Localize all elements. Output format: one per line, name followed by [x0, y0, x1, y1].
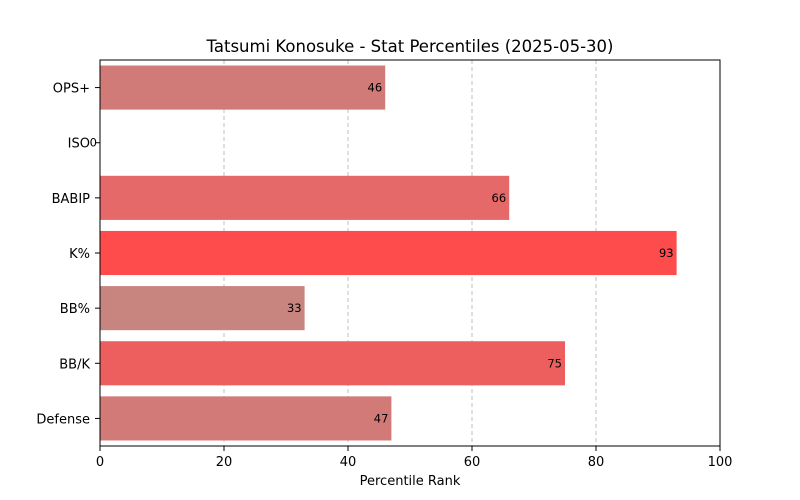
bar-bb — [100, 286, 305, 331]
bar-value-label: 0 — [90, 136, 97, 150]
y-tick-label: Defense — [36, 412, 90, 427]
x-axis: 0 20 40 60 80 100 — [96, 446, 733, 470]
y-tick-label: BABIP — [52, 192, 91, 207]
y-tick-label: BB/K — [59, 357, 90, 372]
bar-value-label: 47 — [374, 411, 389, 425]
x-tick-label: 40 — [340, 455, 357, 470]
y-tick-label: BB% — [60, 302, 90, 317]
x-tick-label: 100 — [708, 455, 733, 470]
y-axis: OPS+ ISO BABIP K% BB% BB/K Defense — [36, 82, 100, 427]
x-tick-label: 80 — [588, 455, 605, 470]
x-axis-label: Percentile Rank — [360, 474, 461, 489]
bar-bb-k — [100, 341, 565, 386]
y-tick-label: ISO — [68, 137, 90, 152]
x-tick-label: 60 — [464, 455, 481, 470]
y-tick-label: OPS+ — [53, 82, 90, 97]
bar-ops — [100, 65, 386, 110]
bar-value-label: 46 — [368, 81, 383, 95]
bars: 46 0 66 93 33 75 47 — [90, 65, 677, 441]
y-tick-label: K% — [69, 247, 90, 262]
x-tick-label: 0 — [96, 455, 104, 470]
chart-title: Tatsumi Konosuke - Stat Percentiles (202… — [206, 37, 614, 56]
bar-value-label: 75 — [547, 356, 562, 370]
bar-defense — [100, 396, 392, 441]
x-tick-label: 20 — [216, 455, 233, 470]
bar-babip — [100, 175, 510, 220]
bar-value-label: 33 — [287, 301, 302, 315]
bar-value-label: 66 — [492, 191, 507, 205]
bar-value-label: 93 — [659, 246, 674, 260]
bar-k — [100, 230, 677, 276]
